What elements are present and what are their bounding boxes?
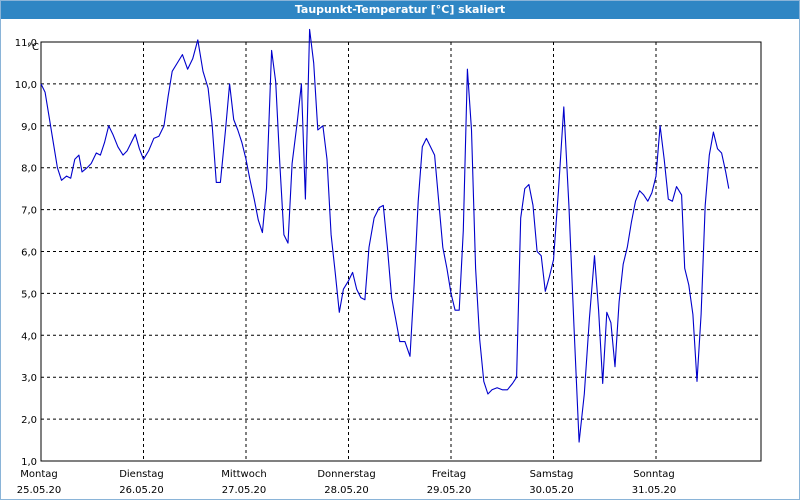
y-tick-label: 5,0	[21, 289, 37, 300]
y-tick-label: 9,0	[21, 122, 37, 133]
y-tick-label: 10,0	[15, 80, 37, 91]
y-tick-label: 2,0	[21, 415, 37, 426]
y-tick-label: 8,0	[21, 164, 37, 175]
y-tick-label: 7,0	[21, 206, 37, 217]
y-axis-unit-label: °C	[27, 42, 39, 53]
x-tick-day-label: Freitag	[432, 469, 466, 480]
x-tick-date-label: 28.05.20	[324, 485, 369, 496]
chart-title: Taupunkt-Temperatur [°C] skaliert	[1, 1, 799, 19]
x-tick-day-label: Mittwoch	[221, 469, 266, 480]
x-tick-day-label: Montag	[20, 469, 57, 480]
x-tick-date-label: 26.05.20	[119, 485, 164, 496]
grid-lines	[41, 41, 761, 461]
x-tick-date-label: 29.05.20	[427, 485, 472, 496]
x-tick-day-label: Donnerstag	[317, 469, 375, 480]
x-tick-date-label: 31.05.20	[632, 485, 677, 496]
chart-axes	[40, 41, 762, 462]
x-tick-date-label: 30.05.20	[529, 485, 574, 496]
y-tick-label: 6,0	[21, 248, 37, 259]
y-tick-label: 4,0	[21, 331, 37, 342]
y-tick-label: 1,0	[21, 457, 37, 468]
x-tick-date-label: 25.05.20	[17, 485, 62, 496]
x-tick-date-label: 27.05.20	[222, 485, 267, 496]
plot-frame	[40, 41, 762, 462]
y-tick-label: 11,0	[15, 38, 37, 49]
series-layer	[40, 28, 730, 443]
x-tick-day-label: Sonntag	[633, 469, 675, 480]
x-tick-day-label: Samstag	[530, 469, 574, 480]
x-axis-ticks: Montag 25.05.20 Dienstag 26.05.20 Mittwoch 27…	[17, 469, 677, 496]
x-tick-day-label: Dienstag	[119, 469, 164, 480]
y-tick-label: 3,0	[21, 373, 37, 384]
dewpoint-series-line	[40, 28, 730, 443]
y-axis-ticks: 1,0 2,0 3,0 4,0 5,0 6,0 7,0 8,0 9,0 10,0 11,0	[15, 38, 37, 468]
